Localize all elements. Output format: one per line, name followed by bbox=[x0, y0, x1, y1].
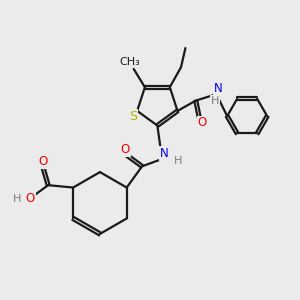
Text: CH₃: CH₃ bbox=[120, 58, 141, 68]
Text: H: H bbox=[210, 96, 219, 106]
Text: O: O bbox=[38, 155, 47, 168]
Text: O: O bbox=[198, 116, 207, 130]
Text: O: O bbox=[121, 143, 130, 156]
Text: H: H bbox=[12, 194, 21, 204]
Text: N: N bbox=[160, 147, 169, 160]
Text: S: S bbox=[129, 110, 137, 123]
Text: N: N bbox=[214, 82, 223, 95]
Text: O: O bbox=[26, 192, 35, 205]
Text: H: H bbox=[174, 156, 182, 166]
